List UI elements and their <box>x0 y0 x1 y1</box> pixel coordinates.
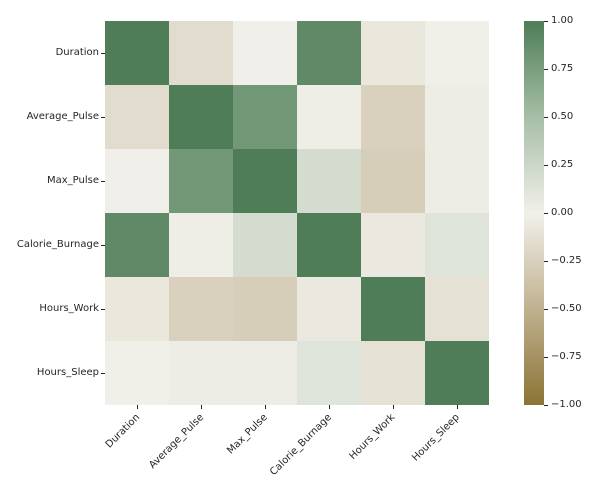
heatmap-cell-Duration-Hours_Work <box>361 21 425 85</box>
heatmap-cell-Hours_Work-Hours_Work <box>361 277 425 341</box>
heatmap-cell-Max_Pulse-Average_Pulse <box>169 149 233 213</box>
x-tick-label-Average_Pulse: Average_Pulse <box>146 412 206 471</box>
y-tick-label-Max_Pulse: Max_Pulse <box>46 175 99 186</box>
heatmap-cell-Calorie_Burnage-Calorie_Burnage <box>297 213 361 277</box>
heatmap-cell-Hours_Work-Max_Pulse <box>233 277 297 341</box>
colorbar-tick-label: −0.50 <box>551 303 582 314</box>
heatmap-cell-Calorie_Burnage-Average_Pulse <box>169 213 233 277</box>
heatmap-cell-Average_Pulse-Max_Pulse <box>233 85 297 149</box>
heatmap-cell-Hours_Sleep-Max_Pulse <box>233 341 297 405</box>
x-tickmark <box>265 405 266 409</box>
heatmap-cell-Calorie_Burnage-Duration <box>105 213 169 277</box>
colorbar-tick-label: −0.25 <box>551 255 582 266</box>
x-tick-label-Max_Pulse: Max_Pulse <box>225 412 270 457</box>
colorbar-tickmark <box>544 405 548 406</box>
heatmap-cell-Average_Pulse-Hours_Work <box>361 85 425 149</box>
heatmap-cell-Max_Pulse-Duration <box>105 149 169 213</box>
x-tickmark <box>201 405 202 409</box>
colorbar-tickmark <box>544 21 548 22</box>
heatmap-cell-Duration-Calorie_Burnage <box>297 21 361 85</box>
heatmap-cell-Calorie_Burnage-Max_Pulse <box>233 213 297 277</box>
heatmap-grid <box>105 21 489 405</box>
x-tickmark <box>393 405 394 409</box>
heatmap-cell-Duration-Hours_Sleep <box>425 21 489 85</box>
colorbar-tickmark <box>544 213 548 214</box>
heatmap-cell-Hours_Sleep-Duration <box>105 341 169 405</box>
heatmap-cell-Average_Pulse-Calorie_Burnage <box>297 85 361 149</box>
x-tickmark <box>137 405 138 409</box>
colorbar-tick-label: 0.00 <box>551 207 574 218</box>
y-tick-label-Hours_Work: Hours_Work <box>39 303 99 314</box>
heatmap-cell-Hours_Work-Calorie_Burnage <box>297 277 361 341</box>
heatmap-cell-Duration-Duration <box>105 21 169 85</box>
colorbar-tick-label: 0.25 <box>551 159 574 170</box>
y-tick-label-Duration: Duration <box>55 47 99 58</box>
x-tick-label-Duration: Duration <box>103 412 142 451</box>
heatmap-cell-Average_Pulse-Average_Pulse <box>169 85 233 149</box>
colorbar-tick-label: 0.75 <box>551 63 574 74</box>
heatmap-cell-Max_Pulse-Max_Pulse <box>233 149 297 213</box>
y-tick-label-Calorie_Burnage: Calorie_Burnage <box>16 239 99 250</box>
colorbar-tick-label: 1.00 <box>551 15 574 26</box>
colorbar-tick-label: −0.75 <box>551 351 582 362</box>
colorbar-tick-label: 0.50 <box>551 111 574 122</box>
heatmap-cell-Hours_Sleep-Hours_Sleep <box>425 341 489 405</box>
y-tickmark <box>101 245 105 246</box>
y-tick-label-Hours_Sleep: Hours_Sleep <box>36 367 99 378</box>
heatmap-cell-Duration-Max_Pulse <box>233 21 297 85</box>
x-tickmark <box>457 405 458 409</box>
heatmap-cell-Average_Pulse-Hours_Sleep <box>425 85 489 149</box>
heatmap-cell-Calorie_Burnage-Hours_Sleep <box>425 213 489 277</box>
heatmap-cell-Hours_Work-Duration <box>105 277 169 341</box>
y-tickmark <box>101 373 105 374</box>
heatmap-cell-Max_Pulse-Hours_Sleep <box>425 149 489 213</box>
heatmap-cell-Duration-Average_Pulse <box>169 21 233 85</box>
heatmap-cell-Hours_Sleep-Average_Pulse <box>169 341 233 405</box>
heatmap-cell-Average_Pulse-Duration <box>105 85 169 149</box>
heatmap-cell-Hours_Sleep-Calorie_Burnage <box>297 341 361 405</box>
heatmap-cell-Hours_Work-Hours_Sleep <box>425 277 489 341</box>
colorbar-tickmark <box>544 117 548 118</box>
heatmap-cell-Calorie_Burnage-Hours_Work <box>361 213 425 277</box>
y-tickmark <box>101 53 105 54</box>
x-tick-label-Hours_Sleep: Hours_Sleep <box>410 412 462 464</box>
colorbar-tickmark <box>544 69 548 70</box>
y-tickmark <box>101 117 105 118</box>
colorbar-tickmark <box>544 261 548 262</box>
colorbar-gradient <box>524 21 544 405</box>
heatmap-cell-Hours_Work-Average_Pulse <box>169 277 233 341</box>
heatmap-cell-Max_Pulse-Calorie_Burnage <box>297 149 361 213</box>
x-tickmark <box>329 405 330 409</box>
heatmap-cell-Max_Pulse-Hours_Work <box>361 149 425 213</box>
colorbar-tickmark <box>544 309 548 310</box>
colorbar-tickmark <box>544 357 548 358</box>
y-tickmark <box>101 181 105 182</box>
x-tick-label-Calorie_Burnage: Calorie_Burnage <box>267 412 334 478</box>
x-tick-label-Hours_Work: Hours_Work <box>347 412 398 462</box>
colorbar-tickmark <box>544 165 548 166</box>
heatmap-cell-Hours_Sleep-Hours_Work <box>361 341 425 405</box>
y-tick-label-Average_Pulse: Average_Pulse <box>26 111 99 122</box>
colorbar-tick-label: −1.00 <box>551 399 582 410</box>
y-tickmark <box>101 309 105 310</box>
